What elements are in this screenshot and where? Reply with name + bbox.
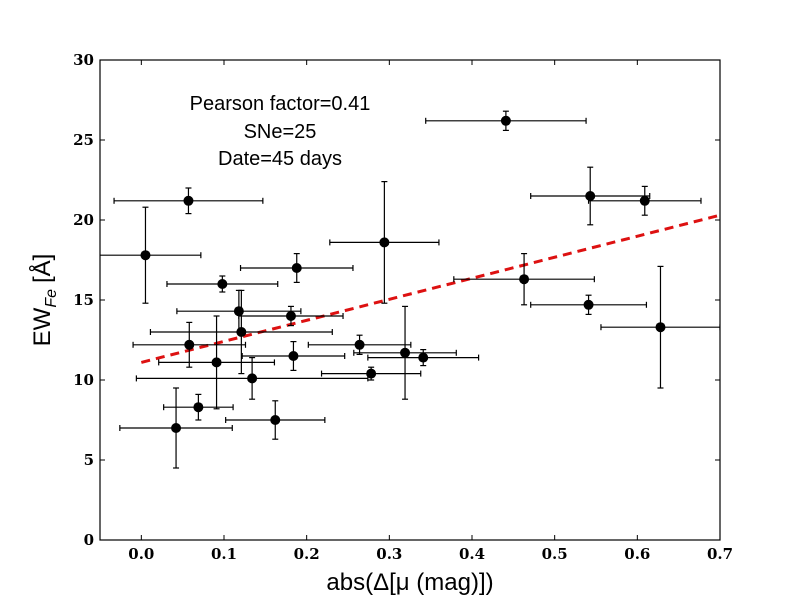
data-point-10 bbox=[225, 400, 326, 440]
x-tick-label: 0.3 bbox=[376, 545, 402, 563]
data-marker bbox=[379, 237, 390, 248]
data-marker bbox=[211, 357, 222, 368]
data-marker bbox=[217, 279, 228, 289]
data-marker bbox=[288, 351, 299, 361]
y-axis-label-main: EW bbox=[29, 307, 56, 346]
data-marker bbox=[500, 115, 511, 126]
data-point-4 bbox=[163, 393, 234, 421]
y-axis-label-unit: [Å] bbox=[28, 254, 56, 283]
data-point-18 bbox=[367, 349, 480, 367]
axis-ticks: 0.0 0.1 0.2 0.3 0.4 0.5 0.6 0.7 0 5 10 15 20 25 30 bbox=[73, 51, 733, 563]
y-tick-label: 0 bbox=[84, 531, 94, 549]
annotation-pearson: Pearson factor=0.41 bbox=[190, 93, 371, 115]
data-point-3 bbox=[132, 321, 247, 368]
plot-area bbox=[100, 110, 720, 469]
annotation-sne: SNe=25 bbox=[244, 121, 317, 143]
data-point-23 bbox=[587, 185, 702, 216]
fit-line bbox=[140, 213, 720, 364]
data-marker bbox=[585, 191, 596, 201]
data-point-6 bbox=[166, 275, 279, 293]
svg-text:EWFe[Å]: EWFe [Å] bbox=[28, 254, 60, 347]
data-marker bbox=[366, 368, 377, 379]
plot-content bbox=[100, 110, 720, 469]
data-marker bbox=[583, 299, 594, 310]
data-point-15 bbox=[320, 366, 422, 381]
x-tick-label: 0.6 bbox=[624, 545, 650, 563]
x-tick-label: 0.2 bbox=[294, 545, 320, 563]
data-point-0 bbox=[100, 206, 202, 304]
data-marker bbox=[270, 415, 281, 425]
y-tick-label: 10 bbox=[73, 371, 94, 389]
data-point-11 bbox=[238, 305, 344, 327]
data-marker bbox=[183, 195, 194, 206]
data-point-20 bbox=[453, 253, 595, 306]
data-marker bbox=[291, 263, 302, 273]
data-marker bbox=[236, 327, 247, 337]
x-tick-label: 0.0 bbox=[128, 545, 154, 563]
data-point-12 bbox=[241, 341, 346, 371]
data-point-9 bbox=[135, 357, 369, 400]
data-point-8 bbox=[149, 289, 333, 375]
y-tick-label: 25 bbox=[73, 131, 94, 149]
data-point-13 bbox=[239, 253, 354, 283]
data-marker bbox=[418, 352, 429, 363]
data-point-24 bbox=[600, 265, 720, 389]
x-tick-label: 0.7 bbox=[707, 545, 733, 563]
data-point-2 bbox=[119, 387, 233, 469]
data-marker bbox=[184, 339, 195, 350]
y-tick-label: 5 bbox=[84, 451, 94, 469]
data-marker bbox=[354, 339, 365, 350]
y-axis-label: EWFe [Å] bbox=[28, 254, 60, 347]
data-marker bbox=[285, 311, 296, 321]
x-axis-label: abs(Δ[μ (mag)]) bbox=[326, 569, 493, 596]
data-point-14 bbox=[307, 334, 412, 355]
y-tick-label: 20 bbox=[73, 211, 94, 229]
data-point-17 bbox=[353, 305, 457, 400]
data-marker bbox=[655, 322, 666, 333]
data-point-1 bbox=[113, 187, 264, 215]
y-axis-label-sub: Fe bbox=[43, 289, 60, 308]
annotation-date: Date=45 days bbox=[218, 148, 342, 170]
x-tick-label: 0.5 bbox=[542, 545, 568, 563]
data-point-7 bbox=[176, 289, 302, 333]
data-point-21 bbox=[530, 294, 648, 315]
data-point-22 bbox=[530, 166, 651, 226]
data-marker bbox=[140, 250, 151, 261]
data-point-16 bbox=[329, 181, 440, 304]
data-marker bbox=[171, 423, 182, 433]
y-tick-label: 30 bbox=[73, 51, 94, 69]
data-marker bbox=[193, 402, 204, 413]
data-marker bbox=[400, 347, 411, 358]
data-point-19 bbox=[425, 110, 587, 131]
x-tick-label: 0.4 bbox=[459, 545, 485, 563]
data-marker bbox=[639, 195, 650, 206]
data-marker bbox=[247, 373, 258, 384]
y-tick-label: 15 bbox=[73, 291, 94, 309]
x-tick-label: 0.1 bbox=[211, 545, 237, 563]
axes-frame bbox=[99, 59, 721, 541]
data-marker bbox=[519, 274, 530, 285]
